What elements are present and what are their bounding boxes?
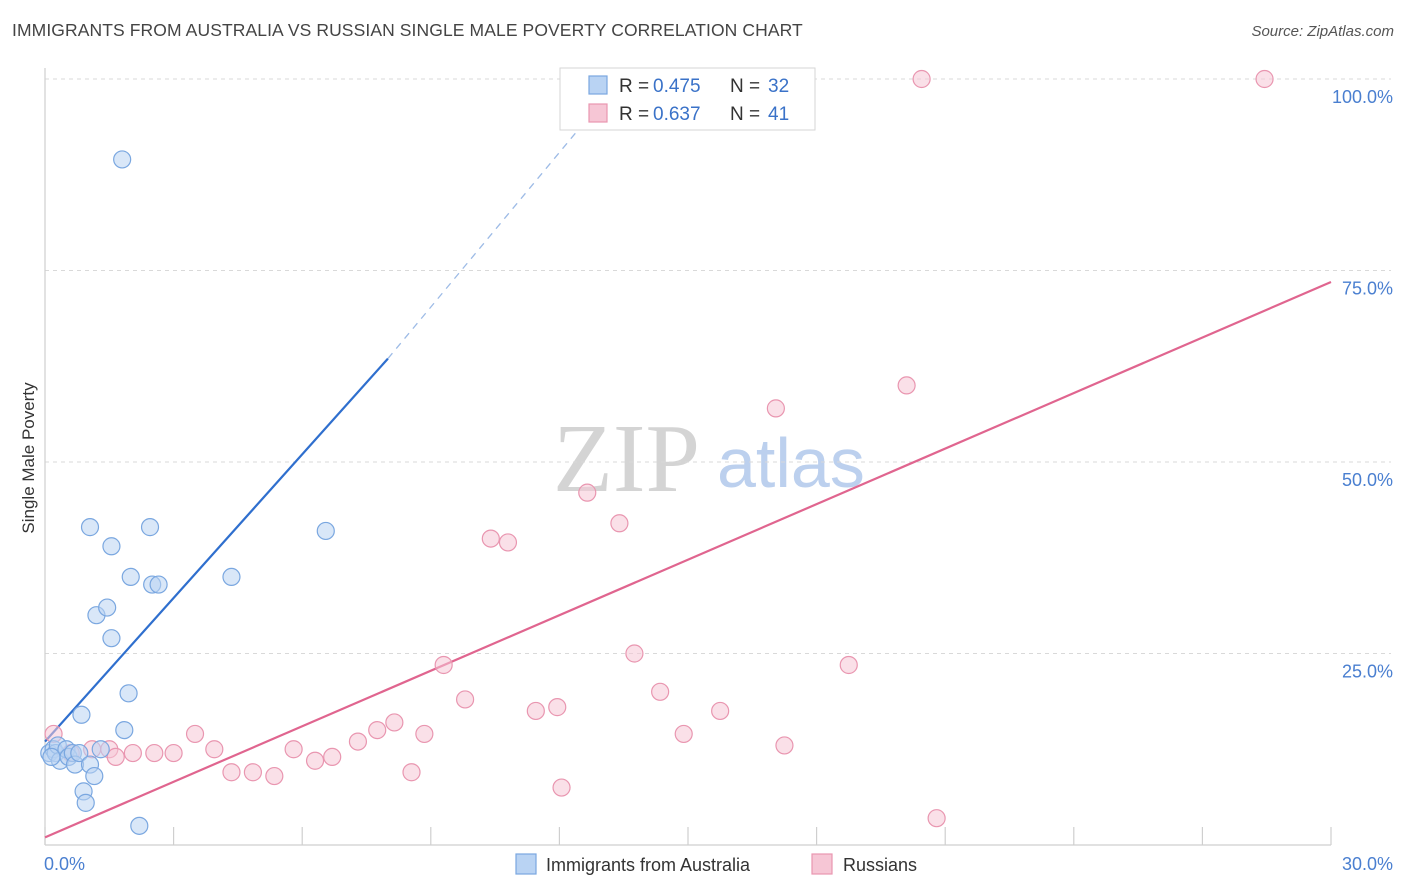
australia-point <box>149 575 168 594</box>
watermark-zip: ZIP <box>553 405 700 513</box>
x-tick-label: 0.0% <box>44 854 85 874</box>
russians-point <box>402 763 421 782</box>
russians-point <box>434 655 453 675</box>
russians-point <box>775 736 794 755</box>
series-legend-label-russians: Russians <box>843 855 917 875</box>
russians-point <box>1255 69 1274 89</box>
watermark: ZIP atlas <box>553 405 865 513</box>
legend-r-value: 0.637 <box>653 104 701 125</box>
y-axis-label: Single Male Poverty <box>19 382 38 534</box>
australia-point <box>113 150 132 169</box>
russians-point <box>185 724 205 744</box>
russians-trend-line <box>44 280 1332 839</box>
australia-point <box>91 740 110 759</box>
russians-point <box>265 766 284 786</box>
russians-point <box>368 720 387 740</box>
russians-point <box>415 724 434 744</box>
australia-point <box>115 720 134 740</box>
australia-point <box>85 766 104 786</box>
series-legend-label-australia: Immigrants from Australia <box>546 855 751 875</box>
russians-point <box>552 778 571 797</box>
axes <box>44 68 1332 846</box>
russians-point <box>385 713 404 732</box>
russians-point <box>243 763 263 782</box>
watermark-atlas: atlas <box>717 424 865 502</box>
russians-point <box>106 747 125 767</box>
russians-point <box>651 682 670 701</box>
australia-point <box>70 743 89 763</box>
russians-point <box>912 69 931 89</box>
australia-point <box>121 567 140 587</box>
australia-point <box>140 518 160 537</box>
russians-point <box>498 533 518 552</box>
russians-point <box>205 740 224 759</box>
russians-point <box>839 655 858 675</box>
russians-point <box>348 732 368 751</box>
russians-point <box>711 701 730 721</box>
x-tick-labels: 0.0% 30.0% <box>44 854 1393 874</box>
russians-point <box>526 701 545 721</box>
series-legend: Immigrants from Australia Russians <box>515 853 917 875</box>
russians-point <box>284 740 303 759</box>
australia-point <box>102 629 121 648</box>
legend-n-value: 41 <box>768 104 789 125</box>
australia-point <box>119 684 138 703</box>
russians-point <box>610 514 629 533</box>
chart-title: IMMIGRANTS FROM AUSTRALIA VS RUSSIAN SIN… <box>12 20 803 40</box>
legend-n-label: N = <box>730 104 760 125</box>
russians-point <box>323 747 342 767</box>
russians-point <box>897 376 916 395</box>
australia-trend-extension <box>387 74 625 360</box>
stats-legend: R = 0.475 N = 32 R = 0.637 N = 41 <box>559 67 816 131</box>
australia-point <box>222 567 241 587</box>
russians-point <box>481 529 500 548</box>
russians-point <box>123 743 142 763</box>
russians-point <box>548 698 567 717</box>
australia-point <box>42 747 61 767</box>
russians-point <box>455 690 475 709</box>
legend-swatch-pink <box>588 103 608 123</box>
y-tick-label: 25.0% <box>1342 662 1393 682</box>
russians-point <box>674 724 693 744</box>
russians-point <box>625 644 644 663</box>
x-tick-label: 30.0% <box>1342 854 1393 874</box>
legend-n-value: 32 <box>768 76 789 97</box>
source-credit: Source: ZipAtlas.com <box>1251 23 1394 40</box>
russians-point <box>222 763 241 782</box>
trend-lines <box>44 74 1332 839</box>
australia-point <box>98 598 117 617</box>
australia-point <box>102 537 121 556</box>
legend-swatch-blue <box>588 75 608 95</box>
russians-point <box>305 751 325 770</box>
australia-point <box>80 518 100 537</box>
australia-trend-line <box>44 357 389 743</box>
australia-point <box>72 705 91 724</box>
australia-points <box>40 150 335 835</box>
y-tick-label: 100.0% <box>1332 87 1393 107</box>
russians-point <box>766 399 785 418</box>
series-legend-swatch-australia <box>515 853 537 875</box>
australia-point <box>130 816 149 835</box>
legend-n-label: N = <box>730 76 760 97</box>
legend-r-label: R = <box>619 76 649 97</box>
y-tick-label: 50.0% <box>1342 470 1393 490</box>
y-tick-label: 75.0% <box>1342 279 1393 299</box>
russians-point <box>927 809 946 828</box>
russians-point <box>578 483 597 502</box>
series-legend-swatch-russians <box>811 853 833 875</box>
russians-point <box>145 743 164 763</box>
legend-r-value: 0.475 <box>653 76 701 97</box>
australia-point <box>316 521 335 541</box>
australia-point <box>76 793 95 812</box>
gridlines <box>45 78 1391 654</box>
legend-r-label: R = <box>619 104 649 125</box>
y-tick-labels: 25.0% 50.0% 75.0% 100.0% <box>1332 87 1393 682</box>
russians-point <box>164 743 183 763</box>
